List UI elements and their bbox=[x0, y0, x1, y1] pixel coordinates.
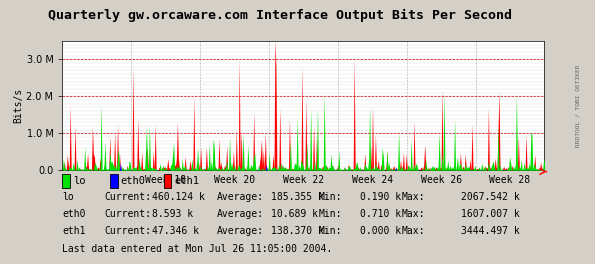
Text: Quarterly gw.orcaware.com Interface Output Bits Per Second: Quarterly gw.orcaware.com Interface Outp… bbox=[48, 9, 512, 22]
Text: 460.124 k: 460.124 k bbox=[152, 192, 205, 202]
Text: Max:: Max: bbox=[402, 209, 425, 219]
Text: Min:: Min: bbox=[318, 226, 342, 236]
Text: lo: lo bbox=[62, 192, 74, 202]
Text: eth0: eth0 bbox=[121, 176, 146, 186]
Text: 0.190 k: 0.190 k bbox=[360, 192, 401, 202]
Text: Min:: Min: bbox=[318, 192, 342, 202]
Text: 10.689 k: 10.689 k bbox=[271, 209, 318, 219]
Text: RRDTOOL / TOBI OETIKER: RRDTOOL / TOBI OETIKER bbox=[576, 64, 581, 147]
Text: Min:: Min: bbox=[318, 209, 342, 219]
Text: 0.710 k: 0.710 k bbox=[360, 209, 401, 219]
Text: Max:: Max: bbox=[402, 192, 425, 202]
Text: Current:: Current: bbox=[104, 192, 151, 202]
Text: 185.355 k: 185.355 k bbox=[271, 192, 324, 202]
Text: lo: lo bbox=[73, 176, 86, 186]
Text: 47.346 k: 47.346 k bbox=[152, 226, 199, 236]
Text: Average:: Average: bbox=[217, 192, 264, 202]
Text: 0.000 k: 0.000 k bbox=[360, 226, 401, 236]
Text: 2067.542 k: 2067.542 k bbox=[461, 192, 520, 202]
Text: eth1: eth1 bbox=[62, 226, 86, 236]
Text: 3444.497 k: 3444.497 k bbox=[461, 226, 520, 236]
Text: Current:: Current: bbox=[104, 226, 151, 236]
Text: 1607.007 k: 1607.007 k bbox=[461, 209, 520, 219]
Text: 8.593 k: 8.593 k bbox=[152, 209, 193, 219]
Y-axis label: Bits/s: Bits/s bbox=[14, 88, 24, 123]
Text: eth0: eth0 bbox=[62, 209, 86, 219]
Text: Last data entered at Mon Jul 26 11:05:00 2004.: Last data entered at Mon Jul 26 11:05:00… bbox=[62, 244, 333, 254]
Text: 138.370 k: 138.370 k bbox=[271, 226, 324, 236]
Text: Max:: Max: bbox=[402, 226, 425, 236]
Text: Current:: Current: bbox=[104, 209, 151, 219]
Text: Average:: Average: bbox=[217, 226, 264, 236]
Text: eth1: eth1 bbox=[174, 176, 199, 186]
Text: Average:: Average: bbox=[217, 209, 264, 219]
